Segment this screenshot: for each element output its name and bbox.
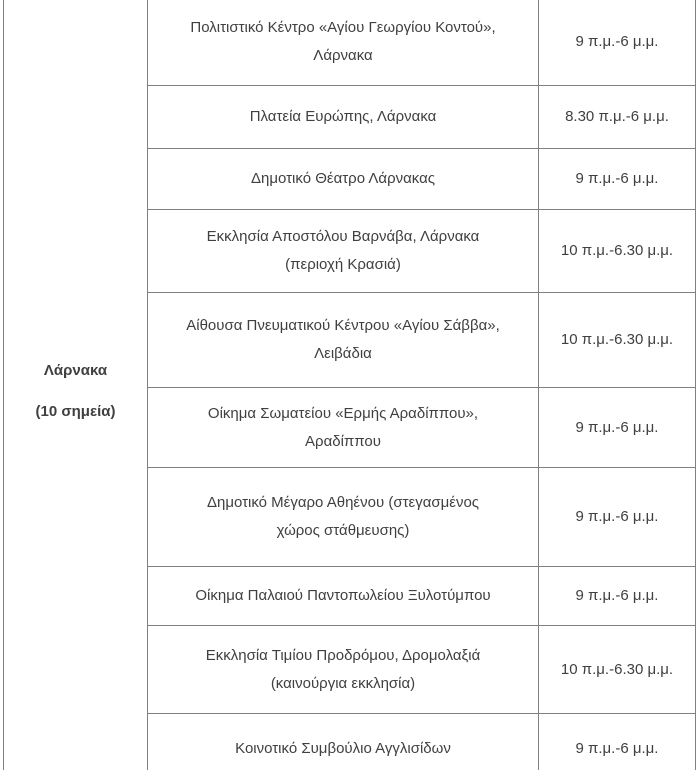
table-row: Κοινοτικό Συμβούλιο Αγγλισίδων 9 π.μ.-6 … (4, 713, 696, 770)
hours-cell: 10 π.μ.-6.30 μ.μ. (538, 292, 696, 388)
region-cell: Λάρνακα (10 σημεία) (3, 0, 148, 770)
hours-cell: 9 π.μ.-6 μ.μ. (538, 467, 696, 567)
table-row: Δημοτικό Θέατρο Λάρνακας 9 π.μ.-6 μ.μ. (4, 148, 696, 210)
location-cell: Οίκημα Παλαιού Παντοπωλείου Ξυλοτύμπου (147, 566, 539, 626)
hours-cell: 9 π.μ.-6 μ.μ. (538, 566, 696, 626)
location-cell: Εκκλησία Αποστόλου Βαρνάβα, Λάρνακα (περ… (147, 209, 539, 293)
table-row: Οίκημα Σωματείου «Ερμής Αραδίππου», Αραδ… (4, 387, 696, 468)
table-row: Οίκημα Παλαιού Παντοπωλείου Ξυλοτύμπου 9… (4, 566, 696, 626)
region-count: (10 σημεία) (35, 402, 116, 420)
table-row: Εκκλησία Αποστόλου Βαρνάβα, Λάρνακα (περ… (4, 209, 696, 293)
location-cell: Δημοτικό Θέατρο Λάρνακας (147, 148, 539, 210)
hours-cell: 9 π.μ.-6 μ.μ. (538, 148, 696, 210)
hours-cell: 10 π.μ.-6.30 μ.μ. (538, 625, 696, 714)
location-cell: Δημοτικό Μέγαρο Αθηένου (στεγασμένος χώρ… (147, 467, 539, 567)
table-row: Λάρνακα (10 σημεία) Πολιτιστικό Κέντρο «… (3, 0, 696, 770)
table-row: Πλατεία Ευρώπης, Λάρνακα 8.30 π.μ.-6 μ.μ… (4, 85, 696, 149)
location-cell: Πολιτιστικό Κέντρο «Αγίου Γεωργίου Κοντο… (147, 0, 539, 86)
hours-cell: 9 π.μ.-6 μ.μ. (538, 387, 696, 468)
vaccination-points-table: Λάρνακα (10 σημεία) Πολιτιστικό Κέντρο «… (3, 0, 696, 770)
location-cell: Εκκλησία Τιμίου Προδρόμου, Δρομολαξιά (κ… (147, 625, 539, 714)
table-row: Εκκλησία Τιμίου Προδρόμου, Δρομολαξιά (κ… (4, 625, 696, 714)
table-body: Λάρνακα (10 σημεία) Πολιτιστικό Κέντρο «… (3, 0, 696, 770)
hours-cell: 9 π.μ.-6 μ.μ. (538, 713, 696, 770)
hours-cell: 8.30 π.μ.-6 μ.μ. (538, 85, 696, 149)
location-cell: Αίθουσα Πνευματικού Κέντρου «Αγίου Σάββα… (147, 292, 539, 388)
hours-cell: 10 π.μ.-6.30 μ.μ. (538, 209, 696, 293)
location-cell: Πλατεία Ευρώπης, Λάρνακα (147, 85, 539, 149)
region-name: Λάρνακα (43, 361, 108, 379)
table-row: Αίθουσα Πνευματικού Κέντρου «Αγίου Σάββα… (4, 292, 696, 388)
hours-cell: 9 π.μ.-6 μ.μ. (538, 0, 696, 86)
table-row: Δημοτικό Μέγαρο Αθηένου (στεγασμένος χώρ… (4, 467, 696, 567)
location-cell: Οίκημα Σωματείου «Ερμής Αραδίππου», Αραδ… (147, 387, 539, 468)
location-cell: Κοινοτικό Συμβούλιο Αγγλισίδων (147, 713, 539, 770)
